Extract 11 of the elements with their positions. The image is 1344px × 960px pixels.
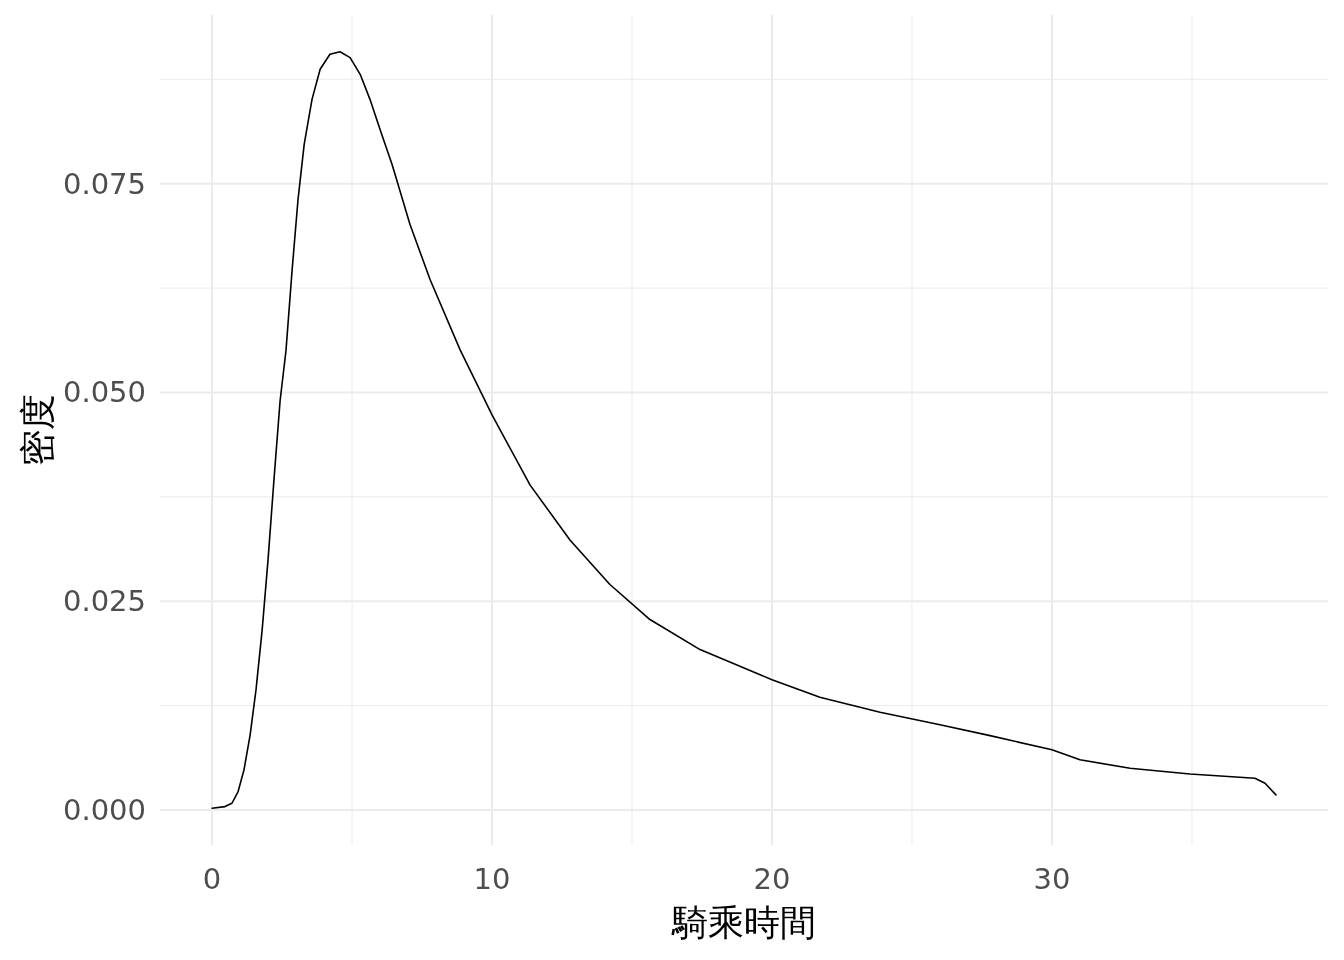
line-series bbox=[211, 50, 1277, 810]
x-tick-label: 20 bbox=[753, 862, 791, 896]
y-tick-label: 0.025 bbox=[62, 584, 146, 619]
y-axis-title: 密度 bbox=[17, 394, 58, 466]
text: 0.000 bbox=[62, 792, 146, 827]
x-tick-label: 30 bbox=[1033, 862, 1071, 896]
y-tick-label: 0.050 bbox=[62, 375, 146, 410]
x-tick-label: 0 bbox=[202, 862, 222, 896]
y-tick-label: 0.075 bbox=[62, 166, 146, 201]
x-axis-title: 騎乘時間 bbox=[671, 902, 816, 943]
x-tick-label: 10 bbox=[473, 862, 511, 896]
